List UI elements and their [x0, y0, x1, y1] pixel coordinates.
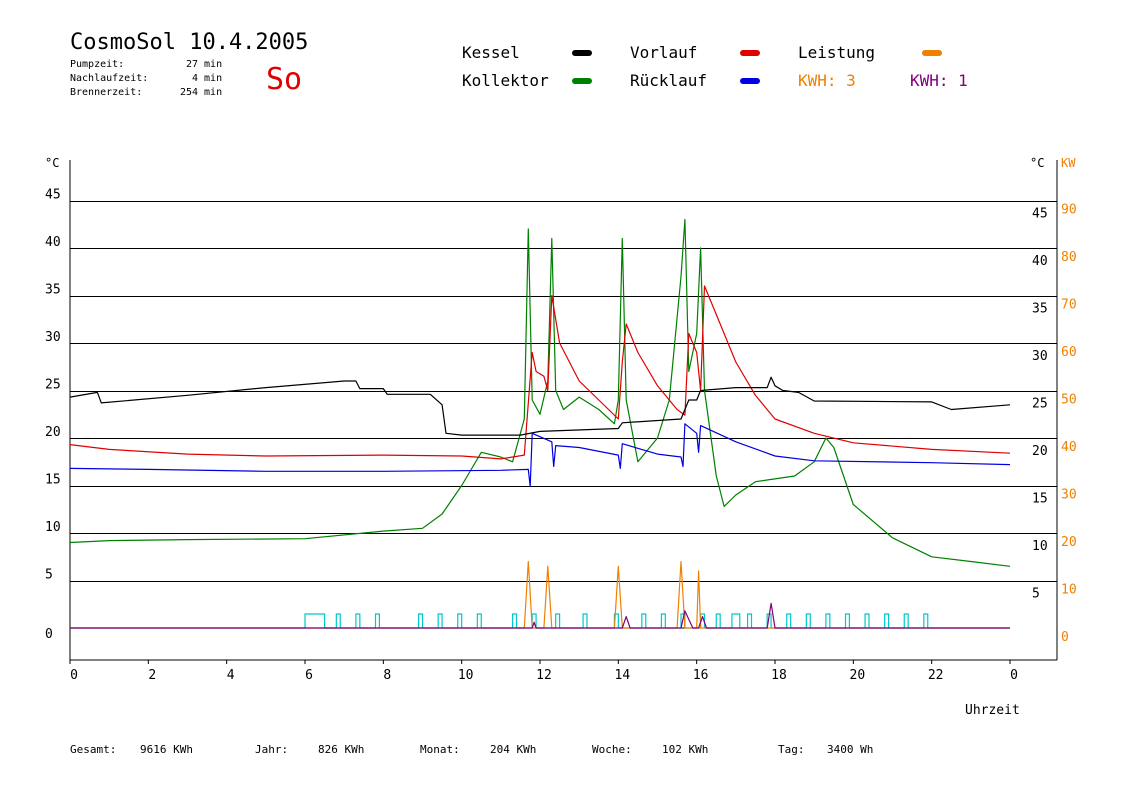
- series-kollektor: [69, 218, 1011, 567]
- page-title: CosmoSol 10.4.2005: [70, 30, 309, 55]
- power-tick-label: 20: [1061, 535, 1077, 550]
- y-tick-label-right: 25: [1032, 397, 1048, 412]
- power-tick-label: 40: [1061, 440, 1077, 455]
- y-tick-label-left: 30: [45, 330, 61, 345]
- power-tick-label: 50: [1061, 393, 1077, 408]
- stat-unit: min: [204, 73, 223, 84]
- stat-label: Brennerzeit:: [70, 87, 143, 98]
- y-tick-label-right: 5: [1032, 587, 1040, 602]
- stat-brennerzeit: Brennerzeit: 254 min: [70, 86, 222, 100]
- stat-value: 4: [191, 73, 198, 84]
- chart-series: [69, 218, 1011, 629]
- x-axis-label: Uhrzeit: [965, 703, 1020, 718]
- footer-woche-value: 102 KWh: [662, 743, 709, 756]
- footer-monat-label: Monat:: [420, 743, 460, 756]
- legend-kwh-second: KWH: 1: [910, 71, 968, 90]
- series-ruecklauf: [69, 423, 1011, 487]
- y-tick-label-left: 40: [45, 235, 61, 250]
- stat-nachlaufzeit: Nachlaufzeit: 4 min: [70, 72, 222, 86]
- x-tick-label: 4: [227, 668, 235, 683]
- footer-jahr-label: Jahr:: [255, 743, 289, 756]
- legend-leistung-label: Leistung: [798, 43, 876, 62]
- y-tick-label-left: 25: [45, 378, 61, 393]
- stat-pumpzeit: Pumpzeit: 27 min: [70, 58, 222, 72]
- legend-kollektor-swatch: [572, 78, 592, 84]
- legend-kessel-label: Kessel: [462, 43, 520, 62]
- y-unit-left: °C: [45, 156, 59, 170]
- pump-pulse-series: [70, 613, 1010, 629]
- series-vorlauf: [69, 285, 1011, 460]
- y-tick-label-left: 5: [45, 568, 53, 583]
- legend-vorlauf-label: Vorlauf: [630, 43, 698, 62]
- legend-vorlauf-swatch: [740, 50, 760, 56]
- stat-label: Nachlaufzeit:: [70, 73, 149, 84]
- stat-unit: min: [204, 59, 223, 70]
- series-kwh: [70, 602, 1010, 629]
- power-tick-label: 90: [1061, 203, 1077, 218]
- power-unit-right: KW: [1061, 156, 1076, 170]
- legend-kwh-leistung: KWH: 3: [798, 71, 856, 90]
- y-tick-label-left: 10: [45, 520, 61, 535]
- chart-grid: [70, 201, 1057, 582]
- legend-ruecklauf-label: Rücklauf: [630, 71, 708, 90]
- y-tick-label-left: 35: [45, 283, 61, 298]
- y-tick-label-right: 15: [1032, 492, 1048, 507]
- legend-ruecklauf-swatch: [740, 78, 760, 84]
- stat-value: 254: [179, 87, 198, 98]
- legend-leistung-swatch: [922, 50, 942, 56]
- power-tick-label: 70: [1061, 298, 1077, 313]
- x-tick-label: 22: [928, 668, 944, 683]
- power-tick-label: 10: [1061, 583, 1077, 598]
- x-tick-label: 10: [458, 668, 474, 683]
- footer-gesamt-value: 9616 KWh: [140, 743, 193, 756]
- x-tick-label: 6: [305, 668, 313, 683]
- footer-tag-value: 3400 Wh: [827, 743, 874, 756]
- series-kessel: [69, 376, 1011, 436]
- stat-label: Pumpzeit:: [70, 59, 125, 70]
- x-tick-label: 0: [70, 668, 78, 683]
- power-tick-label: 80: [1061, 250, 1077, 265]
- power-tick-label: 0: [1061, 630, 1069, 645]
- weekday-label: So: [266, 62, 303, 97]
- y-tick-label-right: 30: [1032, 349, 1048, 364]
- footer-gesamt-label: Gesamt:: [70, 743, 117, 756]
- y-tick-label-right: 20: [1032, 444, 1048, 459]
- footer-tag-label: Tag:: [778, 743, 805, 756]
- x-tick-label: 18: [771, 668, 787, 683]
- y-tick-label-right: 40: [1032, 254, 1048, 269]
- legend-kollektor-label: Kollektor: [462, 71, 549, 90]
- footer-jahr-value: 826 KWh: [318, 743, 365, 756]
- y-tick-label-right: 35: [1032, 302, 1048, 317]
- footer-woche-label: Woche:: [592, 743, 632, 756]
- x-tick-label: 16: [693, 668, 709, 683]
- x-tick-label: 0: [1010, 668, 1018, 683]
- power-tick-label: 30: [1061, 488, 1077, 503]
- x-tick-label: 8: [383, 668, 391, 683]
- y-tick-label-left: 15: [45, 473, 61, 488]
- y-tick-label-right: 45: [1032, 207, 1048, 222]
- x-tick-label: 2: [148, 668, 156, 683]
- power-tick-label: 60: [1061, 345, 1077, 360]
- series-leistung: [70, 560, 1010, 629]
- x-tick-label: 14: [615, 668, 631, 683]
- y-tick-label-left: 0: [45, 627, 53, 642]
- y-tick-label-left: 45: [45, 188, 61, 203]
- x-tick-label: 12: [536, 668, 552, 683]
- y-unit-right: °C: [1030, 156, 1044, 170]
- tick-labels: 0510152025303540455101520253035404501020…: [45, 188, 1077, 684]
- footer-monat-value: 204 KWh: [490, 743, 537, 756]
- stat-value: 27: [185, 59, 198, 70]
- y-tick-label-right: 10: [1032, 539, 1048, 554]
- pump-pulses: [70, 613, 1010, 629]
- x-tick-label: 20: [850, 668, 866, 683]
- stat-unit: min: [204, 87, 223, 98]
- y-tick-label-left: 20: [45, 425, 61, 440]
- legend-kessel-swatch: [572, 50, 592, 56]
